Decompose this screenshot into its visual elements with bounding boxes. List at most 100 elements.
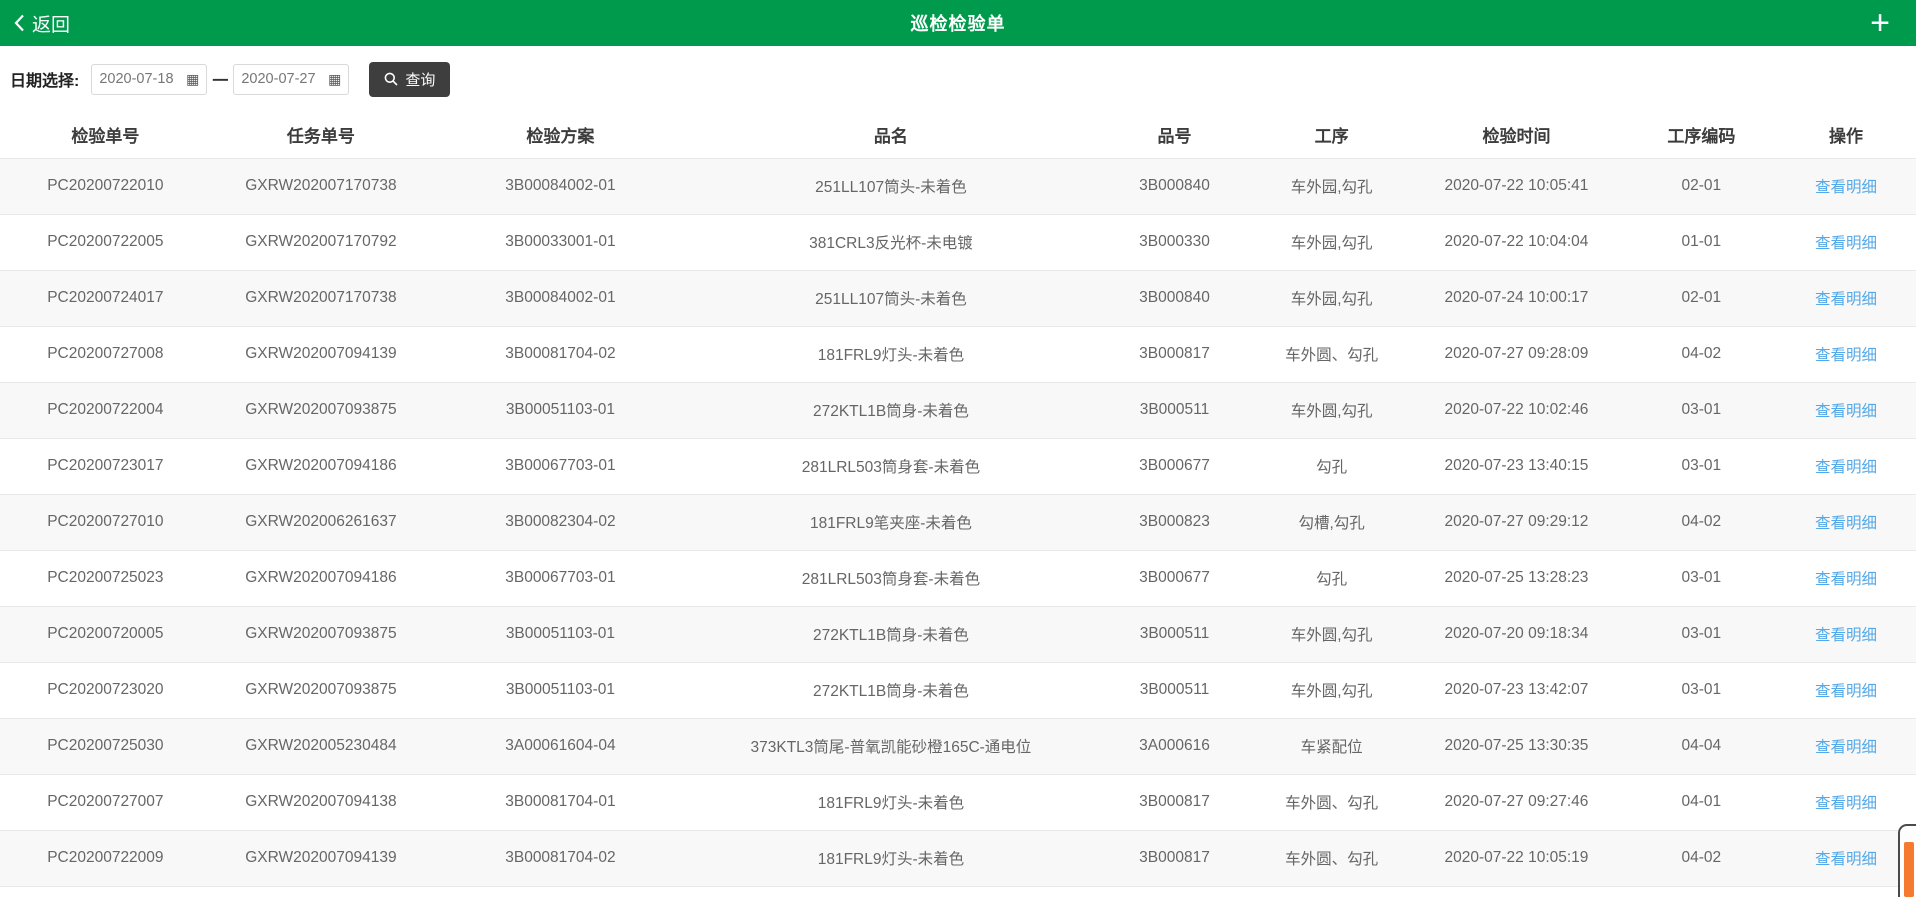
view-detail-link[interactable]: 查看明细 xyxy=(1815,683,1878,700)
cell-action: 查看明细 xyxy=(1776,325,1916,382)
cell-time: 2020-07-22 10:02:46 xyxy=(1406,381,1627,438)
cell-process-code: 02-01 xyxy=(1626,269,1777,326)
cell-process-code: 03-01 xyxy=(1626,605,1777,662)
table-row: PC20200725030 GXRW202005230484 3A00061604-… xyxy=(0,717,1916,774)
cell-process: 勾孔 xyxy=(1256,549,1407,606)
cell-process-code: 01-01 xyxy=(1626,213,1777,270)
app-header: 返回 巡检检验单 + xyxy=(0,0,1916,46)
view-detail-link[interactable]: 查看明细 xyxy=(1815,515,1878,532)
table-header-row: 检验单号 任务单号 检验方案 品名 品号 工序 检验时间 工序编码 操作 xyxy=(0,112,1916,158)
view-detail-link[interactable]: 查看明细 xyxy=(1815,459,1878,476)
cell-plan: 3B00081704-02 xyxy=(431,829,690,886)
cell-time: 2020-07-25 13:30:35 xyxy=(1406,717,1627,774)
cell-action: 查看明细 xyxy=(1776,717,1916,774)
date-range-separator: 一 xyxy=(212,73,229,90)
date-from-input[interactable]: 2020-07-18 ▦ xyxy=(91,63,208,95)
column-header: 检验方案 xyxy=(431,112,690,158)
table-row: PC20200722010 GXRW202007170738 3B00084002-… xyxy=(0,157,1916,214)
cell-product-no: 3B000823 xyxy=(1092,493,1257,550)
cell-process: 车外园,勾孔 xyxy=(1256,157,1407,214)
date-to-input[interactable]: 2020-07-27 ▦ xyxy=(233,63,350,95)
table-row: PC20200722009 GXRW202007094139 3B00081704-… xyxy=(0,829,1916,886)
cell-process: 车外圆、勾孔 xyxy=(1256,773,1407,830)
query-button-label: 查询 xyxy=(405,71,436,89)
cell-action: 查看明细 xyxy=(1776,493,1916,550)
column-header: 检验单号 xyxy=(0,112,211,158)
cell-plan: 3A00061604-04 xyxy=(431,717,690,774)
cell-order-no: PC20200724017 xyxy=(0,269,211,326)
cell-time: 2020-07-23 13:40:15 xyxy=(1406,437,1627,494)
back-button[interactable]: 返回 xyxy=(14,10,70,37)
cell-product-no: 3B000817 xyxy=(1092,829,1257,886)
view-detail-link[interactable]: 查看明细 xyxy=(1815,347,1878,364)
cell-time: 2020-07-25 13:28:23 xyxy=(1406,549,1627,606)
column-header: 任务单号 xyxy=(210,112,432,158)
view-detail-link[interactable]: 查看明细 xyxy=(1815,795,1878,812)
scrollbar-thumb[interactable] xyxy=(1904,842,1914,897)
view-detail-link[interactable]: 查看明细 xyxy=(1815,627,1878,644)
cell-plan: 3B00081704-01 xyxy=(431,773,690,830)
cell-product-no: 3B000840 xyxy=(1092,269,1257,326)
back-button-label: 返回 xyxy=(32,14,71,36)
view-detail-link[interactable]: 查看明细 xyxy=(1815,179,1878,196)
cell-process-code: 04-02 xyxy=(1626,493,1777,550)
calendar-icon: ▦ xyxy=(186,71,200,87)
cell-product-no: 3B000511 xyxy=(1092,381,1257,438)
cell-process: 车外圆、勾孔 xyxy=(1256,829,1407,886)
cell-product-no: 3B000677 xyxy=(1092,549,1257,606)
cell-plan: 3B00051103-01 xyxy=(431,381,690,438)
column-header: 检验时间 xyxy=(1406,112,1627,158)
cell-time: 2020-07-22 10:05:19 xyxy=(1406,829,1627,886)
cell-task-no: GXRW202007094139 xyxy=(210,829,432,886)
view-detail-link[interactable]: 查看明细 xyxy=(1815,571,1878,588)
cell-action: 查看明细 xyxy=(1776,661,1916,718)
cell-product-name: 272KTL1B筒身-未着色 xyxy=(689,605,1093,662)
cell-process: 勾孔 xyxy=(1256,437,1407,494)
cell-product-no: 3B000330 xyxy=(1092,213,1257,270)
view-detail-link[interactable]: 查看明细 xyxy=(1815,235,1878,252)
cell-order-no: PC20200722010 xyxy=(0,157,211,214)
column-header: 工序编码 xyxy=(1626,112,1777,158)
cell-time: 2020-07-22 10:05:41 xyxy=(1406,157,1627,214)
cell-product-no: 3B000817 xyxy=(1092,773,1257,830)
cell-process: 车外圆,勾孔 xyxy=(1256,605,1407,662)
cell-process: 勾槽,勾孔 xyxy=(1256,493,1407,550)
inspection-table: 检验单号 任务单号 检验方案 品名 品号 工序 检验时间 工序编码 操作 PC202007220… xyxy=(0,112,1916,887)
cell-time: 2020-07-22 10:04:04 xyxy=(1406,213,1627,270)
cell-product-name: 251LL107筒头-未着色 xyxy=(689,269,1093,326)
date-range-label: 日期选择: xyxy=(10,73,80,90)
cell-process-code: 03-01 xyxy=(1626,437,1777,494)
cell-process: 车外圆、勾孔 xyxy=(1256,325,1407,382)
cell-order-no: PC20200722004 xyxy=(0,381,211,438)
page-title: 巡检检验单 xyxy=(910,14,1006,34)
view-detail-link[interactable]: 查看明细 xyxy=(1815,403,1878,420)
cell-task-no: GXRW202006261637 xyxy=(210,493,432,550)
column-header: 操作 xyxy=(1776,112,1916,158)
cell-action: 查看明细 xyxy=(1776,773,1916,830)
search-icon xyxy=(384,72,398,86)
cell-order-no: PC20200723020 xyxy=(0,661,211,718)
table-row: PC20200724017 GXRW202007170738 3B00084002-… xyxy=(0,269,1916,326)
cell-plan: 3B00051103-01 xyxy=(431,661,690,718)
cell-order-no: PC20200727007 xyxy=(0,773,211,830)
column-header: 品号 xyxy=(1092,112,1257,158)
view-detail-link[interactable]: 查看明细 xyxy=(1815,851,1878,868)
cell-task-no: GXRW202007093875 xyxy=(210,381,432,438)
query-button[interactable]: 查询 xyxy=(369,61,451,97)
table-row: PC20200723020 GXRW202007093875 3B00051103-… xyxy=(0,661,1916,718)
add-icon[interactable]: + xyxy=(1870,4,1890,42)
cell-time: 2020-07-27 09:27:46 xyxy=(1406,773,1627,830)
cell-process: 车外圆,勾孔 xyxy=(1256,381,1407,438)
view-detail-link[interactable]: 查看明细 xyxy=(1815,739,1878,756)
cell-process: 车外圆,勾孔 xyxy=(1256,661,1407,718)
cell-process-code: 04-02 xyxy=(1626,829,1777,886)
cell-time: 2020-07-23 13:42:07 xyxy=(1406,661,1627,718)
cell-order-no: PC20200727010 xyxy=(0,493,211,550)
cell-plan: 3B00084002-01 xyxy=(431,157,690,214)
cell-product-name: 181FRL9灯头-未着色 xyxy=(689,829,1093,886)
cell-product-no: 3B000677 xyxy=(1092,437,1257,494)
vertical-scrollbar[interactable] xyxy=(1898,824,1916,897)
cell-process: 车外园,勾孔 xyxy=(1256,269,1407,326)
cell-order-no: PC20200727008 xyxy=(0,325,211,382)
view-detail-link[interactable]: 查看明细 xyxy=(1815,291,1878,308)
